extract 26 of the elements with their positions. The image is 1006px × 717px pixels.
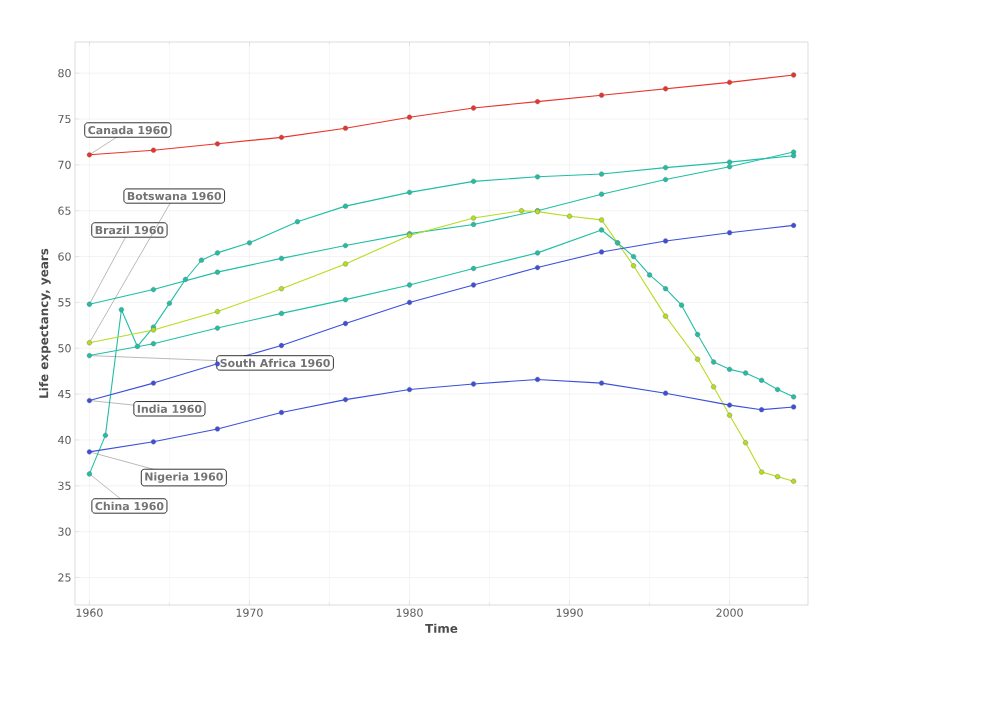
y-tick-label: 70	[58, 160, 71, 170]
y-tick-label: 25	[58, 573, 71, 582]
series-label: Canada 1960	[88, 125, 168, 135]
y-tick-label: 50	[58, 344, 71, 353]
y-tick-label: 55	[58, 298, 71, 307]
x-tick-label: 1970	[236, 608, 263, 617]
text: China 1960	[95, 501, 164, 511]
y-tick-label: 60	[58, 252, 71, 261]
text: Nigeria 1960	[145, 472, 223, 483]
y-tick-label: 45	[58, 390, 71, 399]
y-tick-label: 75	[58, 114, 71, 124]
x-tick-label: 2000	[716, 608, 743, 617]
x-axis-title: Time	[425, 623, 458, 633]
text: Botswana 1960	[127, 191, 222, 201]
series-label: India 1960	[137, 404, 202, 414]
y-tick-label: 40	[58, 435, 71, 445]
x-tick-label: 1980	[396, 608, 423, 617]
y-tick-label: 80	[58, 69, 71, 78]
y-axis-title: Life expectancy, years	[39, 248, 51, 398]
y-tick-label: 35	[58, 481, 71, 490]
x-tick-label: 1960	[76, 608, 103, 617]
y-tick-label: 30	[58, 527, 71, 536]
text: South Africa 1960	[220, 358, 330, 368]
text: Brazil 1960	[95, 225, 164, 235]
x-tick-label: 1990	[556, 608, 583, 617]
y-tick-label: 65	[58, 206, 71, 215]
